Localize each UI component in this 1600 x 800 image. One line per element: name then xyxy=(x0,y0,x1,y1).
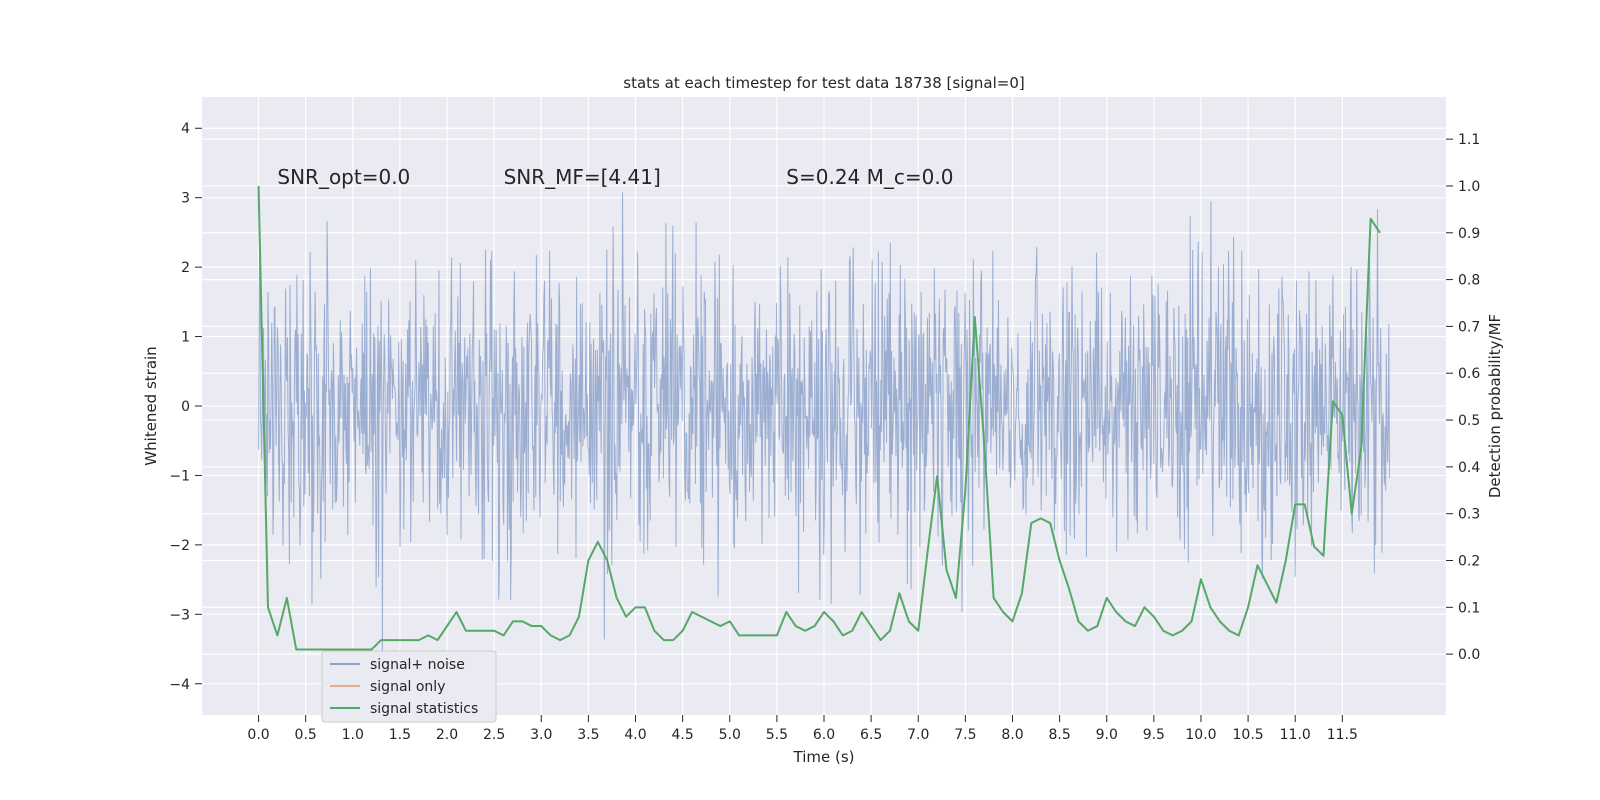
x-tick-label-4: 2.0 xyxy=(436,727,458,743)
y2-tick-label-2: 0.9 xyxy=(1458,226,1480,242)
y-tick-label-8: −4 xyxy=(169,677,190,693)
y2-tick-label-3: 0.8 xyxy=(1458,273,1480,289)
y-axis-left: 4 3 2 1 0 −1 −2 −3 −4 xyxy=(169,121,202,693)
y-tick-label-1: 3 xyxy=(181,191,190,207)
y-axis-right: 1.1 1.0 0.9 0.8 0.7 0.6 0.5 0.4 0.3 0.2 0.1 0.0 xyxy=(1446,132,1480,663)
x-tick-label-19: 9.5 xyxy=(1143,727,1165,743)
y-tick-label-6: −2 xyxy=(169,538,190,554)
y2-tick-label-10: 0.1 xyxy=(1458,600,1480,616)
legend: signal+ noise signal only signal statist… xyxy=(321,650,497,723)
x-tick-label-16: 8.0 xyxy=(1001,727,1023,743)
annotation-1: SNR_MF=[4.41] xyxy=(504,165,661,189)
x-tick-label-12: 6.0 xyxy=(813,727,835,743)
y-tick-label-5: −1 xyxy=(169,468,190,484)
x-tick-label-6: 3.0 xyxy=(530,727,552,743)
x-tick-label-5: 2.5 xyxy=(483,727,505,743)
x-tick-label-15: 7.5 xyxy=(954,727,976,743)
x-tick-label-13: 6.5 xyxy=(860,727,882,743)
legend-label-signal-statistics: signal statistics xyxy=(370,701,478,717)
y2-tick-label-1: 1.0 xyxy=(1458,179,1480,195)
y-tick-label-3: 1 xyxy=(181,330,190,346)
x-tick-label-0: 0.0 xyxy=(247,727,269,743)
annotation-2: S=0.24 M_c=0.0 xyxy=(786,165,953,189)
y-axis-label: Whitened strain xyxy=(142,346,160,465)
y2-tick-label-9: 0.2 xyxy=(1458,554,1480,570)
x-tick-label-18: 9.0 xyxy=(1096,727,1118,743)
x-tick-label-8: 4.0 xyxy=(624,727,646,743)
x-tick-label-11: 5.5 xyxy=(766,727,788,743)
series-signal-plus-noise xyxy=(258,192,1390,651)
y2-tick-label-6: 0.5 xyxy=(1458,413,1480,429)
x-tick-label-21: 10.5 xyxy=(1233,727,1264,743)
annotations: SNR_opt=0.0 SNR_MF=[4.41] S=0.24 M_c=0.0 xyxy=(277,165,953,189)
y2-tick-label-8: 0.3 xyxy=(1458,507,1480,523)
y2-tick-label-11: 0.0 xyxy=(1458,647,1480,663)
legend-box xyxy=(321,650,497,723)
x-tick-label-2: 1.0 xyxy=(342,727,364,743)
x-tick-label-1: 0.5 xyxy=(295,727,317,743)
y2-tick-label-7: 0.4 xyxy=(1458,460,1480,476)
y2-tick-label-4: 0.7 xyxy=(1458,319,1480,335)
x-tick-label-10: 5.0 xyxy=(719,727,741,743)
y-tick-label-4: 0 xyxy=(181,399,190,415)
x-tick-label-23: 11.5 xyxy=(1327,727,1358,743)
x-tick-label-14: 7.0 xyxy=(907,727,929,743)
x-axis-label: Time (s) xyxy=(793,748,855,766)
y-tick-label-0: 4 xyxy=(181,121,190,137)
y2-tick-label-5: 0.6 xyxy=(1458,366,1480,382)
legend-label-signal-plus-noise: signal+ noise xyxy=(370,657,465,673)
x-tick-label-22: 11.0 xyxy=(1280,727,1311,743)
chart-title: stats at each timestep for test data 187… xyxy=(623,74,1024,92)
series-signal-statistics xyxy=(257,185,1381,651)
y-tick-label-2: 2 xyxy=(181,260,190,276)
annotation-0: SNR_opt=0.0 xyxy=(277,165,410,189)
legend-label-signal-only: signal only xyxy=(370,679,445,695)
x-tick-label-20: 10.0 xyxy=(1185,727,1216,743)
x-tick-label-3: 1.5 xyxy=(389,727,411,743)
y2-axis-label: Detection probability/MF xyxy=(1486,314,1504,498)
x-axis: 0.0 0.5 1.0 1.5 2.0 2.5 3.0 3.5 4.0 4.5 5.0 5.5 6.0 6… xyxy=(247,715,1358,743)
noise-line xyxy=(258,192,1390,651)
stat-line xyxy=(257,185,1381,651)
x-tick-label-7: 3.5 xyxy=(577,727,599,743)
x-tick-label-17: 8.5 xyxy=(1048,727,1070,743)
x-tick-label-9: 4.5 xyxy=(672,727,694,743)
y2-tick-label-0: 1.1 xyxy=(1458,132,1480,148)
y-tick-label-7: −3 xyxy=(169,607,190,623)
